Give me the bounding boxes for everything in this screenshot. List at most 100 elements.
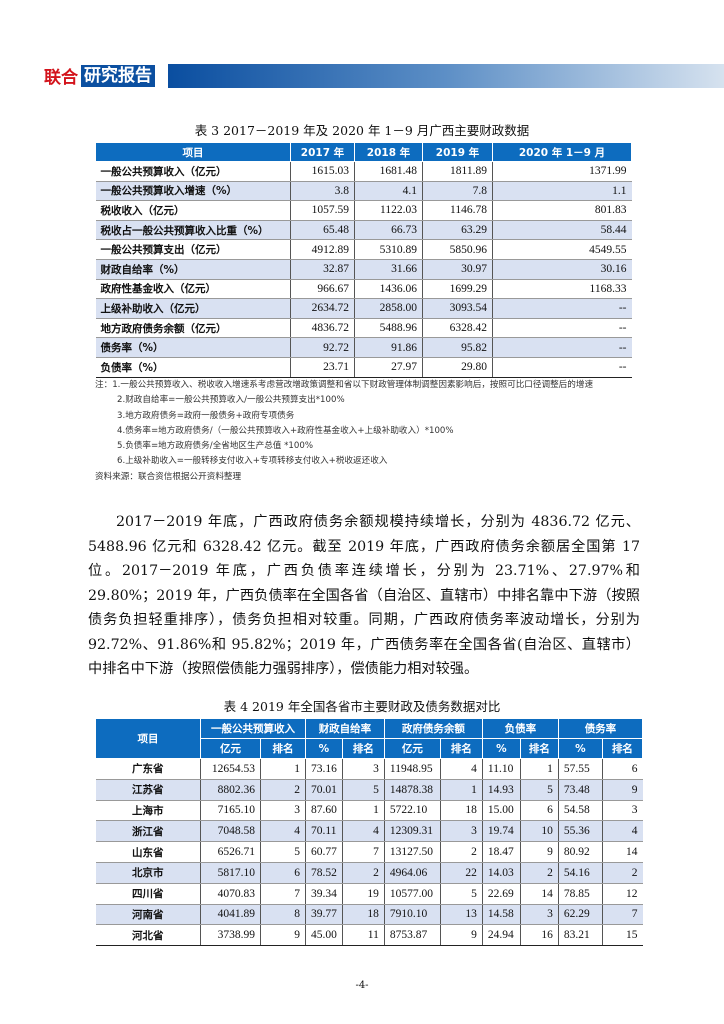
table-cell: 8802.36 [200, 779, 261, 801]
table-cell: 7 [342, 841, 385, 863]
table-cell: 1146.78 [422, 200, 493, 221]
table4-group-header: 负债率 [481, 718, 559, 739]
table-cell: 66.73 [354, 220, 423, 241]
table-cell: 19.74 [482, 820, 521, 843]
table-row: 一般公共预算收入增速（%） 3.8 4.1 7.8 1.1 [95, 181, 632, 202]
table-cell: 18 [440, 800, 483, 822]
table-cell: 2634.72 [290, 298, 355, 319]
table-cell: 4 [260, 820, 306, 843]
table-cell: 6 [260, 862, 306, 884]
table-cell: 1 [342, 800, 385, 822]
table4-sub-header: 排名 [260, 738, 306, 759]
table-cell: 62.29 [558, 904, 603, 926]
table-cell: 60.77 [305, 841, 343, 863]
table-cell: 5 [260, 841, 306, 863]
row-label: 税收占一般公共预算收入比重（%） [95, 220, 291, 241]
table-cell: 7.8 [422, 181, 493, 202]
table-cell: 15 [602, 924, 643, 947]
table-cell: 6 [520, 800, 559, 822]
table-cell: 11948.95 [384, 758, 441, 780]
table-row: 税收收入（亿元） 1057.59 1122.03 1146.78 801.83 [95, 200, 632, 221]
table-cell: 5850.96 [422, 239, 493, 260]
table-cell: 1811.89 [422, 161, 493, 182]
table3: 项目 2017 年 2018 年 2019 年 2020 年 1－9 月 一般公共预算收… [95, 142, 632, 378]
table-cell: 3 [520, 904, 559, 926]
table-cell: 4912.89 [290, 239, 355, 260]
table-cell: 1122.03 [354, 200, 423, 221]
province-label: 北京市 [95, 862, 201, 884]
table-cell: 1168.33 [492, 279, 632, 300]
row-label: 上级补助收入（亿元） [95, 298, 291, 319]
table-cell: 3 [602, 800, 643, 822]
province-label: 浙江省 [95, 820, 201, 843]
province-label: 山东省 [95, 841, 201, 863]
table-cell: 11.10 [482, 758, 521, 780]
table-cell: 55.36 [558, 820, 603, 843]
table-cell: 18.47 [482, 841, 521, 863]
table3-header-cell: 2018 年 [354, 142, 423, 162]
table-cell: 3 [440, 820, 483, 843]
logo-red-text: 联合 [44, 68, 78, 88]
row-label: 财政自给率（%） [95, 259, 291, 280]
table-row: 河北省 3738.99 9 45.00 11 8753.87 9 24.94 16 83.21 15 [95, 924, 643, 947]
table4-sub-header: % [481, 738, 521, 759]
row-label: 债务率（%） [95, 337, 291, 358]
table4: 项目 一般公共预算收入 财政自给率 政府债务余额 负债率 债务率 亿元 排名% 排名 亿元 排名%… [95, 718, 644, 947]
table-cell: 5722.10 [384, 800, 441, 822]
table4-group-header-row: 项目 一般公共预算收入 财政自给率 政府债务余额 负债率 债务率 [95, 718, 644, 759]
table-cell: 11 [342, 924, 385, 947]
table-cell: 4.1 [354, 181, 423, 202]
table-row: 上级补助收入（亿元） 2634.72 2858.00 3093.54 -- [95, 298, 632, 319]
table-cell: 1436.06 [354, 279, 423, 300]
row-label: 一般公共预算收入（亿元） [95, 161, 291, 182]
note-line: 6.上级补助收入=一般转移支付收入+专项转移支付收入+税收返还收入 [117, 456, 388, 467]
table-cell: 73.48 [558, 779, 603, 801]
note-line: 3.地方政府债务=政府一般债务+政府专项债务 [117, 410, 295, 421]
table4-sub-header: 排名 [519, 738, 559, 759]
table-cell: 4041.89 [200, 904, 261, 926]
table3-header-cell: 2017 年 [290, 142, 355, 162]
table4-sub-header: 排名 [601, 738, 644, 759]
table-cell: 12654.53 [200, 758, 261, 780]
table-cell: 1371.99 [492, 161, 632, 182]
page-number: -4- [355, 980, 369, 991]
table-cell: -- [492, 298, 632, 319]
table-cell: 2 [520, 862, 559, 884]
source-line: 资料来源：联合资信根据公开资料整理 [95, 471, 242, 482]
province-label: 河北省 [95, 924, 201, 947]
province-label: 四川省 [95, 883, 201, 905]
table4-group-header: 财政自给率 [305, 718, 385, 739]
table4-sub-header: % [557, 738, 603, 759]
table4-group-header: 一般公共预算收入 [200, 718, 306, 739]
table-cell: 30.97 [422, 259, 493, 280]
table4-caption: 表 4 2019 年全国各省市主要财政及债务数据对比 [223, 699, 501, 714]
table-cell: 54.58 [558, 800, 603, 822]
table-cell: 30.16 [492, 259, 632, 280]
table-cell: 8 [260, 904, 306, 926]
table-cell: 57.55 [558, 758, 603, 780]
table-cell: 63.29 [422, 220, 493, 241]
table-cell: 801.83 [492, 200, 632, 221]
table-cell: 15.00 [482, 800, 521, 822]
table-row: 一般公共预算支出（亿元） 4912.89 5310.89 5850.96 4549.55 [95, 239, 632, 260]
note-line: 2.财政自给率=一般公共预算收入/一般公共预算支出*100% [117, 395, 345, 406]
note-line: 注：1.一般公共预算收入、税收收入增速系考虑营改增政策调整和省以下财政管理体制调… [95, 380, 594, 390]
table-cell: 92.72 [290, 337, 355, 358]
table-cell: 1.1 [492, 181, 632, 202]
table-row: 债务率（%） 92.72 91.86 95.82 -- [95, 337, 632, 358]
table-cell: 95.82 [422, 337, 493, 358]
table-cell: 39.34 [305, 883, 343, 905]
table-cell: 78.52 [305, 862, 343, 884]
table-cell: 7 [260, 883, 306, 905]
table4-group-header: 政府债务余额 [383, 718, 483, 739]
table-cell: 14.93 [482, 779, 521, 801]
table-row: 浙江省 7048.58 4 70.11 4 12309.31 3 19.74 10 55.36 4 [95, 820, 643, 843]
table-cell: 1 [260, 758, 306, 780]
table4-sub-header: 排名 [439, 738, 483, 759]
table-cell: 9 [520, 841, 559, 863]
table-cell: 4549.55 [492, 239, 632, 260]
table-cell: 29.80 [422, 357, 493, 378]
table-cell: 9 [602, 779, 643, 801]
row-label: 一般公共预算收入增速（%） [95, 181, 291, 202]
row-label: 一般公共预算支出（亿元） [95, 239, 291, 260]
